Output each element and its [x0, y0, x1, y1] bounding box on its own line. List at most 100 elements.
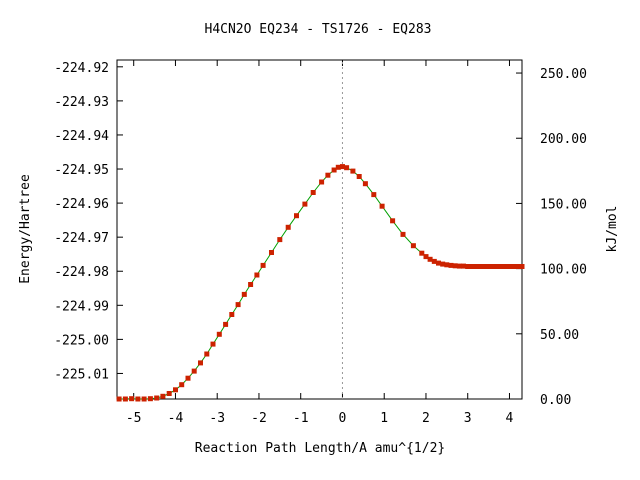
y2-tick-label: 100.00 — [540, 263, 587, 278]
data-point — [498, 264, 504, 269]
data-point — [356, 174, 362, 179]
y2-axis-label: kJ/mol — [605, 206, 620, 253]
data-point — [277, 237, 283, 243]
data-point — [490, 264, 496, 269]
x-tick-label: 4 — [506, 411, 514, 426]
data-point — [362, 181, 368, 187]
energy-curve — [119, 166, 522, 400]
data-point — [160, 393, 166, 399]
data-point — [294, 213, 299, 219]
data-point-markers — [116, 164, 525, 402]
data-point — [486, 264, 492, 269]
data-point — [135, 396, 141, 402]
x-tick-label: 0 — [339, 411, 347, 426]
x-tick-label: 3 — [464, 411, 472, 426]
x-tick-label: 1 — [380, 411, 388, 426]
data-point — [427, 256, 433, 262]
data-point — [254, 272, 260, 278]
data-point — [191, 368, 197, 374]
data-point — [452, 263, 458, 269]
y-tick-label: -225.01 — [54, 367, 109, 382]
data-point — [502, 264, 508, 269]
data-point — [436, 260, 441, 266]
data-point — [335, 164, 341, 170]
data-point — [431, 258, 437, 264]
data-point — [122, 396, 128, 402]
x-tick-label: -5 — [126, 411, 142, 426]
data-point — [285, 224, 291, 230]
data-point — [173, 387, 178, 393]
data-point — [198, 360, 203, 366]
data-point — [141, 396, 147, 402]
data-point — [166, 391, 172, 396]
data-point — [515, 264, 521, 269]
data-point — [129, 396, 135, 402]
y-tick-label: -225.00 — [54, 333, 109, 348]
x-tick-label: -4 — [168, 411, 184, 426]
axis-ticks — [117, 60, 522, 400]
data-point — [448, 262, 454, 268]
data-point — [419, 250, 425, 256]
data-point — [185, 375, 191, 381]
data-point — [248, 282, 254, 287]
data-point — [519, 264, 525, 269]
data-point — [223, 321, 229, 327]
data-point — [390, 218, 396, 224]
data-point — [511, 264, 517, 269]
data-point — [216, 331, 222, 337]
data-point — [456, 263, 462, 269]
data-point — [310, 190, 316, 195]
plot-axes — [116, 59, 523, 400]
y-tick-label: -224.93 — [54, 95, 109, 110]
y2-tick-label: 200.00 — [540, 132, 587, 147]
y-tick-label: -224.96 — [54, 197, 109, 212]
data-point — [473, 264, 479, 269]
data-point — [481, 264, 487, 269]
data-point — [344, 165, 350, 171]
data-point — [331, 167, 337, 173]
data-point — [465, 264, 471, 269]
data-point — [154, 395, 160, 401]
data-point — [325, 172, 331, 178]
y-tick-label: -224.92 — [54, 61, 109, 76]
y2-tick-label: 150.00 — [540, 197, 587, 212]
plot-frame — [116, 59, 523, 400]
axis-tick-labels: -5 -4 -3 -2 -1 0 1 2 3 4 -224.92 -224.93 -224.94 -224… — [54, 61, 587, 426]
data-point — [116, 396, 122, 402]
data-point — [469, 264, 475, 269]
data-point — [477, 264, 483, 269]
data-point — [235, 302, 241, 308]
x-tick-label: -3 — [209, 411, 225, 426]
data-point — [461, 263, 466, 269]
y-tick-label: -224.97 — [54, 231, 109, 246]
data-point — [229, 312, 235, 317]
data-point — [507, 264, 512, 269]
data-point — [400, 231, 406, 237]
y-tick-label: -224.98 — [54, 265, 109, 280]
chart-title: H4CN2O EQ234 - TS1726 - EQ283 — [205, 22, 432, 37]
x-tick-label: -1 — [293, 411, 309, 426]
data-point — [340, 164, 345, 170]
x-tick-label: 2 — [422, 411, 430, 426]
x-tick-label: -2 — [251, 411, 267, 426]
data-point — [269, 250, 274, 255]
data-point — [410, 243, 416, 249]
data-point — [319, 179, 325, 185]
x-axis-label: Reaction Path Length/A amu^{1/2} — [195, 441, 445, 456]
data-point — [494, 264, 500, 269]
y2-tick-label: 50.00 — [540, 328, 579, 343]
data-point — [350, 168, 356, 174]
y2-tick-label: 250.00 — [540, 67, 587, 82]
data-point — [423, 254, 429, 260]
data-point — [260, 262, 266, 268]
data-point — [210, 341, 216, 347]
data-point — [241, 291, 247, 297]
data-point — [179, 382, 185, 388]
data-point — [147, 396, 153, 402]
data-point — [371, 192, 377, 198]
y-tick-label: -224.95 — [54, 163, 109, 178]
y-axis-label: Energy/Hartree — [18, 174, 33, 284]
data-point — [302, 201, 308, 207]
data-point — [379, 203, 385, 209]
